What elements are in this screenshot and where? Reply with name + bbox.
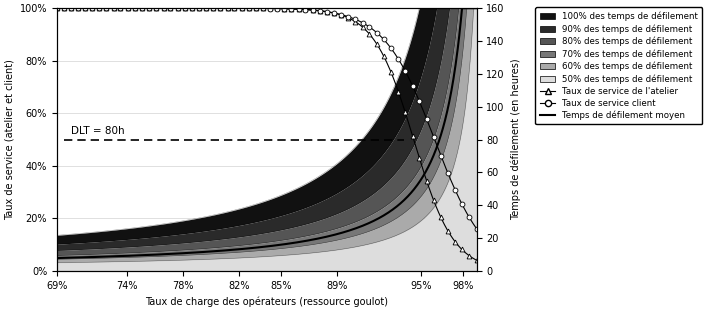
Legend: 100% des temps de défilement, 90% des temps de défilement, 80% des temps de défi: 100% des temps de défilement, 90% des te…: [536, 7, 703, 124]
Text: DLT = 80h: DLT = 80h: [71, 127, 125, 137]
Y-axis label: Temps de défilement (en heures): Temps de défilement (en heures): [510, 59, 521, 220]
Y-axis label: Taux de service (atelier et client): Taux de service (atelier et client): [4, 59, 14, 220]
X-axis label: Taux de charge des opérateurs (ressource goulot): Taux de charge des opérateurs (ressource…: [145, 296, 389, 307]
